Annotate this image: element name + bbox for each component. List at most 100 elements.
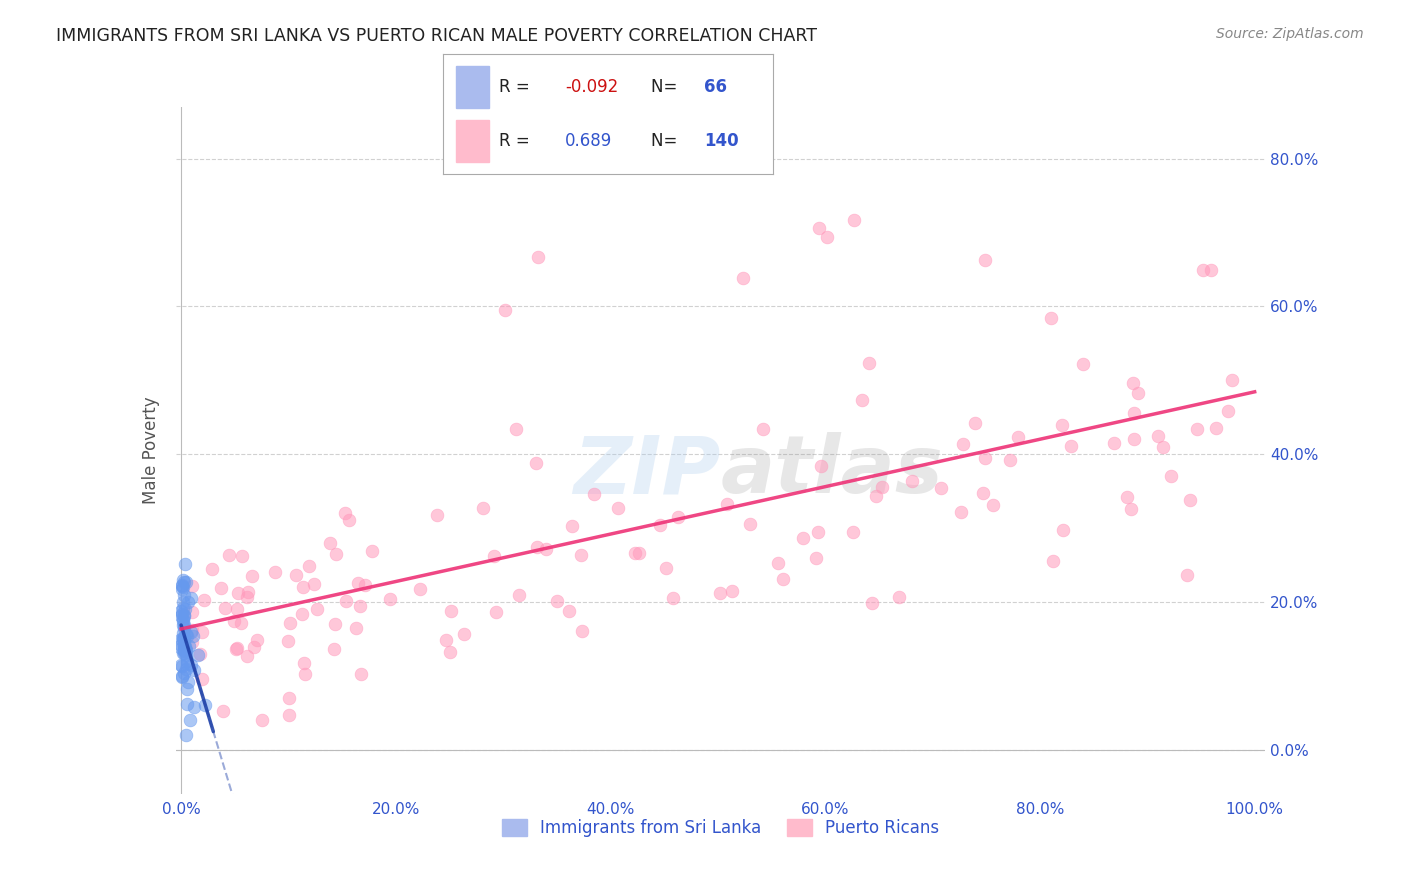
Point — [1147, 429, 1170, 443]
Point — [250, 713, 273, 727]
Point — [180, 624, 202, 639]
Point — [439, 644, 461, 658]
Point — [277, 634, 299, 648]
Point — [571, 624, 593, 639]
Point — [209, 581, 232, 595]
Point — [183, 664, 205, 678]
Point — [305, 601, 328, 615]
Point — [806, 550, 828, 565]
Point — [716, 497, 738, 511]
Point — [319, 536, 342, 550]
Point — [180, 634, 202, 648]
Point — [440, 604, 463, 618]
Point — [172, 574, 194, 588]
Point — [350, 667, 373, 681]
Point — [1052, 523, 1074, 537]
Point — [172, 612, 194, 626]
Point — [176, 681, 198, 696]
Point — [810, 458, 832, 473]
Text: N=: N= — [651, 78, 683, 95]
Point — [981, 499, 1004, 513]
Point — [177, 639, 200, 653]
Point — [1050, 418, 1073, 433]
Point — [170, 659, 193, 673]
Point — [453, 627, 475, 641]
Point — [901, 474, 924, 488]
Point — [344, 621, 367, 635]
Point — [973, 451, 995, 466]
Point — [1178, 492, 1201, 507]
Point — [222, 614, 245, 628]
Point — [648, 518, 671, 533]
Point — [1102, 436, 1125, 450]
Point — [436, 633, 458, 648]
Point — [180, 605, 202, 619]
Point — [952, 436, 974, 450]
Point — [709, 586, 731, 600]
Point — [174, 575, 197, 590]
Point — [1123, 405, 1146, 419]
Point — [666, 510, 689, 524]
Point — [264, 566, 287, 580]
Point — [180, 657, 202, 672]
Point — [173, 575, 195, 590]
Point — [546, 594, 568, 608]
Point — [173, 621, 195, 635]
Point — [772, 572, 794, 586]
Point — [1040, 310, 1063, 325]
Point — [294, 667, 316, 681]
Point — [965, 416, 987, 430]
Point — [170, 582, 193, 596]
Point — [607, 500, 630, 515]
Point — [243, 640, 266, 655]
Point — [180, 579, 202, 593]
Point — [738, 517, 761, 532]
Point — [865, 489, 887, 503]
Point — [278, 690, 301, 705]
Point — [766, 556, 789, 570]
Point — [1218, 404, 1240, 418]
Point — [173, 617, 195, 632]
Point — [1071, 357, 1094, 371]
Point — [278, 616, 301, 631]
Point — [172, 581, 194, 595]
Point — [173, 588, 195, 602]
Point — [172, 632, 194, 646]
Point — [172, 607, 194, 622]
Point — [174, 643, 197, 657]
Point — [807, 524, 830, 539]
Point — [172, 595, 194, 609]
Point — [494, 303, 516, 318]
Point — [1160, 469, 1182, 483]
Point — [170, 638, 193, 652]
Point — [172, 646, 194, 660]
Point — [527, 250, 550, 264]
Text: 140: 140 — [704, 132, 738, 150]
Point — [721, 583, 744, 598]
Point — [1119, 502, 1142, 516]
Text: ZIP: ZIP — [574, 432, 721, 510]
FancyBboxPatch shape — [456, 66, 489, 108]
Point — [173, 638, 195, 652]
Point — [335, 593, 357, 607]
Point — [176, 629, 198, 643]
Point — [1042, 554, 1064, 568]
Point — [186, 648, 208, 663]
Point — [191, 624, 214, 639]
Point — [190, 672, 212, 686]
Point — [536, 542, 558, 557]
Point — [172, 579, 194, 593]
Point — [218, 548, 240, 562]
Point — [173, 646, 195, 660]
Point — [655, 561, 678, 575]
Point — [349, 599, 371, 614]
Point — [1000, 453, 1022, 467]
Point — [174, 642, 197, 657]
Point — [1177, 568, 1199, 582]
Point — [236, 585, 259, 599]
Text: -0.092: -0.092 — [565, 78, 619, 95]
Point — [485, 605, 508, 619]
Point — [929, 481, 952, 495]
Point — [1060, 439, 1083, 453]
Point — [807, 221, 830, 235]
